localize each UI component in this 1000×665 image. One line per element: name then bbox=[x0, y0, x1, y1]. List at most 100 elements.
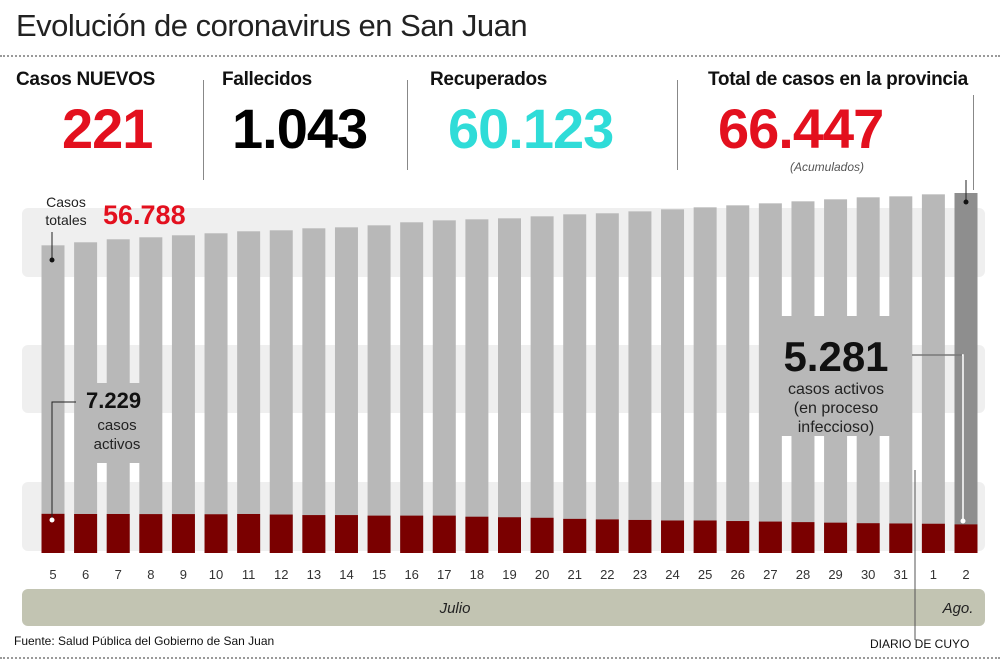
total-bar bbox=[400, 222, 424, 554]
active-bar bbox=[237, 513, 261, 553]
active-bar bbox=[41, 513, 65, 553]
total-bar bbox=[302, 228, 326, 553]
active-bar bbox=[367, 515, 391, 553]
x-tick-label: 7 bbox=[115, 567, 122, 582]
stat-value-total: 66.447 bbox=[718, 97, 884, 160]
bottom-divider bbox=[0, 657, 1000, 659]
active-bar bbox=[269, 514, 293, 553]
x-tick-label: 1 bbox=[930, 567, 937, 582]
active-bar bbox=[171, 514, 195, 553]
stat-label-total: Total de casos en la provincia bbox=[708, 69, 968, 90]
total-bar bbox=[334, 227, 358, 553]
first-total-value: 56.788 bbox=[103, 200, 186, 230]
active-bar bbox=[921, 523, 945, 553]
total-bar bbox=[595, 213, 619, 553]
x-tick-label: 12 bbox=[274, 567, 288, 582]
separator bbox=[407, 80, 408, 170]
separator bbox=[973, 95, 974, 190]
active-label: activos bbox=[94, 436, 141, 453]
active-bar bbox=[204, 514, 228, 553]
active-bar bbox=[758, 521, 782, 553]
total-bar bbox=[921, 194, 945, 554]
active-bar bbox=[889, 523, 913, 553]
active-bar bbox=[563, 518, 587, 553]
total-bar bbox=[661, 209, 685, 554]
total-bar bbox=[693, 207, 717, 553]
leader-line bbox=[51, 401, 76, 520]
marker-dot bbox=[963, 199, 969, 205]
active-bar bbox=[595, 519, 619, 553]
label-backdrop bbox=[80, 383, 160, 463]
active-bar bbox=[693, 520, 717, 553]
x-tick-label: 16 bbox=[404, 567, 418, 582]
stat-label-recovered: Recuperados bbox=[430, 69, 548, 90]
active-label: casos activos bbox=[788, 381, 884, 398]
marker-dot bbox=[960, 518, 966, 524]
x-tick-label: 19 bbox=[502, 567, 516, 582]
total-bar bbox=[237, 231, 261, 553]
separator bbox=[677, 80, 678, 170]
x-tick-label: 15 bbox=[372, 567, 386, 582]
x-tick-label: 11 bbox=[242, 567, 256, 582]
active-bar bbox=[465, 516, 489, 553]
total-bar bbox=[41, 245, 65, 553]
x-tick-label: 9 bbox=[180, 567, 187, 582]
x-tick-label: 14 bbox=[339, 567, 353, 582]
x-tick-label: 5 bbox=[49, 567, 56, 582]
x-tick-label: 8 bbox=[147, 567, 154, 582]
stat-value-deaths: 1.043 bbox=[232, 97, 368, 160]
last-active-value: 5.281 bbox=[783, 333, 888, 380]
x-tick-label: 21 bbox=[567, 567, 581, 582]
first-active-value: 7.229 bbox=[86, 388, 141, 413]
active-bar bbox=[530, 517, 554, 553]
active-bar bbox=[954, 524, 978, 553]
active-bar bbox=[791, 522, 815, 553]
total-bar bbox=[563, 214, 587, 553]
x-tick-label: 31 bbox=[894, 567, 908, 582]
active-bar bbox=[661, 520, 685, 553]
active-bar bbox=[628, 519, 652, 553]
total-bar bbox=[954, 193, 978, 553]
total-bar bbox=[204, 233, 228, 554]
active-bar bbox=[334, 515, 358, 553]
x-tick-label: 24 bbox=[665, 567, 679, 582]
x-tick-label: 28 bbox=[796, 567, 810, 582]
total-bar bbox=[530, 216, 554, 553]
x-tick-label: 27 bbox=[763, 567, 777, 582]
month-label: Julio bbox=[439, 600, 471, 617]
marker-dot bbox=[49, 257, 55, 263]
active-bar bbox=[74, 513, 98, 553]
x-tick-label: 10 bbox=[209, 567, 223, 582]
active-bar bbox=[400, 515, 424, 553]
x-tick-label: 26 bbox=[731, 567, 745, 582]
x-tick-label: 29 bbox=[828, 567, 842, 582]
x-tick-label: 22 bbox=[600, 567, 614, 582]
label-backdrop bbox=[770, 316, 910, 436]
credit: DIARIO DE CUYO bbox=[870, 637, 970, 651]
total-bar bbox=[628, 211, 652, 553]
active-label: infeccioso) bbox=[798, 419, 874, 436]
total-bar bbox=[726, 205, 750, 554]
active-label: (en proceso bbox=[794, 400, 879, 417]
stat-label-deaths: Fallecidos bbox=[222, 69, 312, 90]
x-tick-label: 17 bbox=[437, 567, 451, 582]
total-bar bbox=[171, 235, 195, 553]
x-tick-label: 18 bbox=[470, 567, 484, 582]
active-bar bbox=[106, 513, 130, 553]
total-bar bbox=[367, 225, 391, 554]
total-label: totales bbox=[45, 212, 86, 228]
separator bbox=[203, 80, 204, 180]
month-label: Ago. bbox=[942, 600, 974, 617]
active-bar bbox=[139, 514, 163, 553]
stat-note-total: (Acumulados) bbox=[790, 160, 865, 174]
x-tick-label: 23 bbox=[633, 567, 647, 582]
active-bar bbox=[824, 522, 848, 553]
total-bar bbox=[432, 220, 456, 553]
top-divider bbox=[0, 55, 1000, 57]
stat-label-new: Casos NUEVOS bbox=[16, 69, 155, 90]
active-label: casos bbox=[97, 417, 136, 434]
month-band bbox=[22, 589, 985, 626]
stat-value-recovered: 60.123 bbox=[448, 97, 614, 160]
x-tick-label: 2 bbox=[962, 567, 969, 582]
